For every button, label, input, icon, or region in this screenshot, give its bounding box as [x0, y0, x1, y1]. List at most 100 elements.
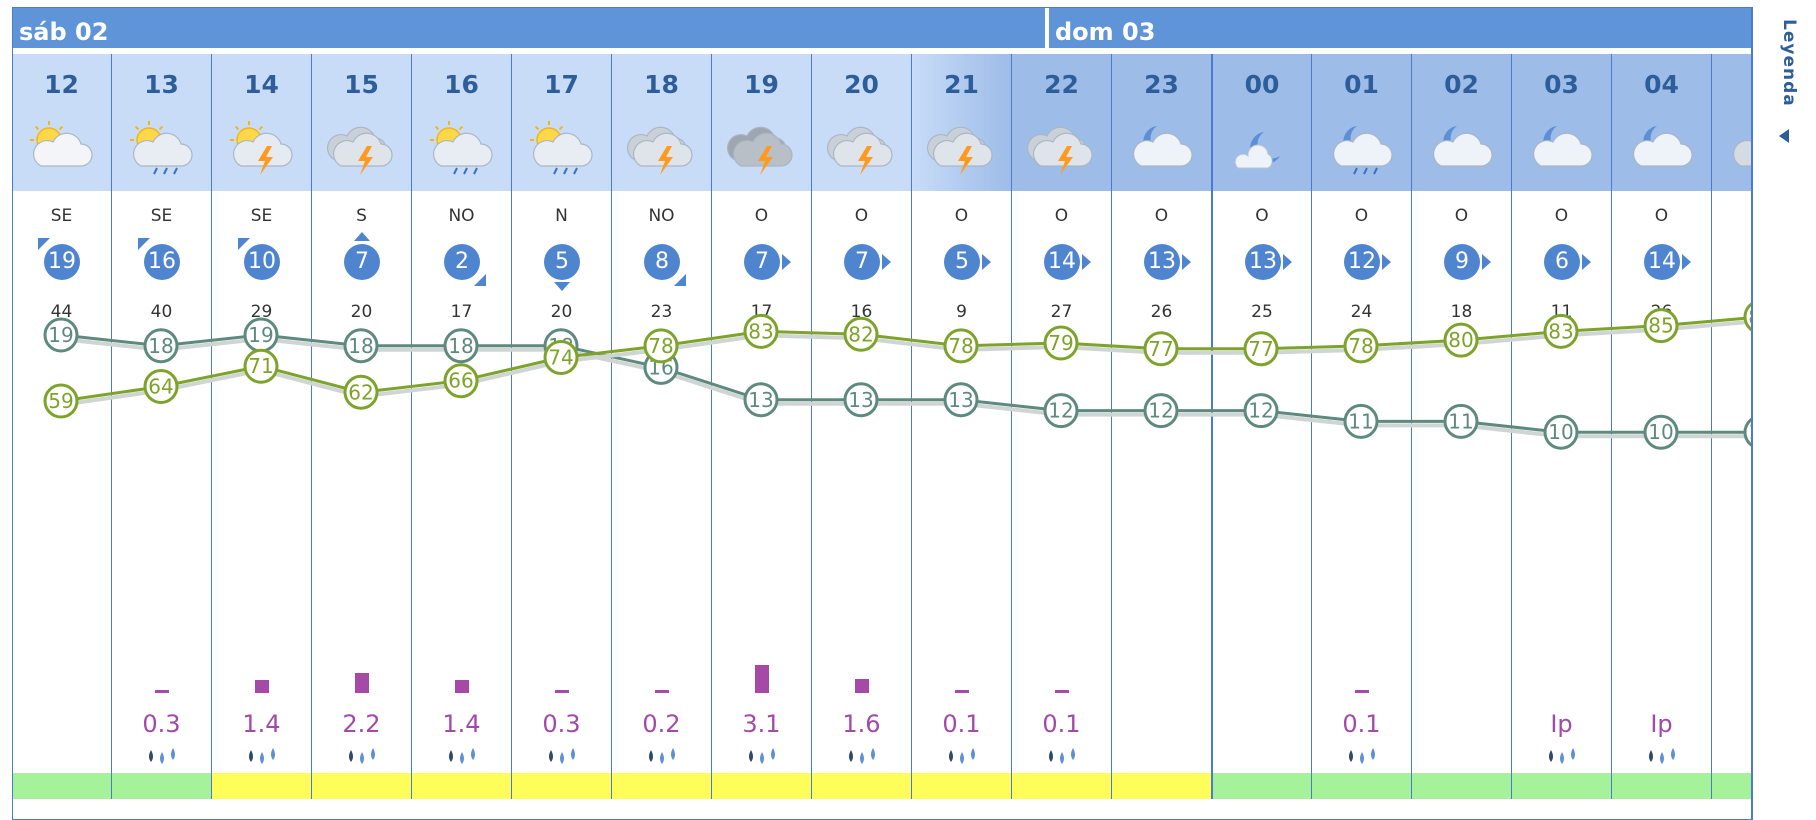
- wind-speed-badge: 5: [544, 244, 580, 291]
- hour-column[interactable]: 17 N 5 20 0.3: [511, 54, 611, 799]
- precip-value: Ip: [1650, 710, 1673, 738]
- wind-gust: 23: [650, 302, 673, 322]
- wind-speed: 10: [244, 244, 280, 280]
- precip-bar: [1055, 690, 1069, 693]
- wind-speed-badge: 19: [38, 238, 80, 280]
- hour-label: 22: [1044, 70, 1079, 99]
- risk-strip: [13, 773, 111, 799]
- hour-column[interactable]: 19 O 7 17 3.1: [711, 54, 811, 799]
- risk-strip: [1312, 773, 1411, 799]
- risk-strip: [412, 773, 511, 799]
- precip-value: 1.4: [242, 710, 281, 738]
- sky-cell: [1512, 54, 1611, 191]
- legend-label[interactable]: Leyenda: [1779, 19, 1799, 107]
- wind-direction-arrow: [782, 254, 791, 270]
- sky-cell: [1112, 54, 1211, 191]
- risk-strip: [1213, 773, 1311, 799]
- wind-gust: 44: [50, 302, 73, 322]
- hour-label: 18: [644, 70, 679, 99]
- hour-label: 21: [944, 70, 979, 99]
- precip-value: 1.4: [442, 710, 481, 738]
- wind-speed-badge: 9: [1444, 244, 1491, 280]
- wind-speed: 12: [1344, 244, 1380, 280]
- wind-direction-arrow: [1482, 254, 1491, 270]
- risk-strip: [912, 773, 1011, 799]
- risk-strip: [612, 773, 711, 799]
- hour-column[interactable]: 03 O 6 11 Ip: [1511, 54, 1611, 799]
- wind-speed-badge: 2: [444, 244, 486, 286]
- legend-expand-icon[interactable]: [1779, 129, 1789, 143]
- wind-direction: SE: [150, 206, 173, 226]
- precip-value: 2.2: [342, 710, 381, 738]
- wind-speed: 5: [544, 244, 580, 280]
- rain-drops-icon: [412, 746, 511, 770]
- rain-drops-icon: [812, 746, 911, 770]
- risk-strip: [1412, 773, 1511, 799]
- wind-speed-badge: 16: [138, 238, 180, 280]
- hour-column[interactable]: 16 NO 2 17 1.4: [411, 54, 511, 799]
- risk-strip: [1112, 773, 1211, 799]
- wind-gust: 9: [956, 302, 967, 322]
- wind-gust: 20: [350, 302, 373, 322]
- wind-gust: 18: [1450, 302, 1473, 322]
- wind-direction: O: [854, 206, 869, 226]
- hour-label: 23: [1144, 70, 1179, 99]
- wind-speed: 13: [1245, 244, 1281, 280]
- hour-column[interactable]: 20 O 7 16 1.6: [811, 54, 911, 799]
- wind-speed: 14: [1644, 244, 1680, 280]
- hour-column[interactable]: 14 SE 10 29 1.4: [211, 54, 311, 799]
- hour-label: 15: [344, 70, 379, 99]
- hour-column[interactable]: 12 SE 19 44: [13, 54, 111, 799]
- moon-cloud-rain-icon: [1327, 116, 1397, 178]
- hour-label: 12: [44, 70, 79, 99]
- precip-value: Ip: [1550, 710, 1573, 738]
- sky-cell: [912, 54, 1011, 191]
- precip-value: 0.1: [1342, 710, 1381, 738]
- sun-cloud-icon: [27, 116, 97, 178]
- wind-direction-arrow: [1582, 254, 1591, 270]
- hour-column[interactable]: 15 S 7 20 2.2: [311, 54, 411, 799]
- wind-direction: O: [1255, 206, 1269, 226]
- wind-gust: 24: [1350, 302, 1373, 322]
- hour-label: 04: [1644, 70, 1679, 99]
- precip-value: 1.6: [842, 710, 881, 738]
- hour-column[interactable]: 22 O 14 27 0.1: [1011, 54, 1111, 799]
- hour-column[interactable]: 04 O 14 26 Ip: [1611, 54, 1711, 799]
- cloud-storm-icon: [926, 116, 997, 178]
- hour-column[interactable]: 0: [1711, 54, 1751, 799]
- hour-column[interactable]: 00 O 13 25: [1211, 54, 1311, 799]
- wind-gust: 16: [850, 302, 873, 322]
- hour-label: 17: [544, 70, 579, 99]
- hour-column[interactable]: 18 NO 8 23 0.2: [611, 54, 711, 799]
- sun-cloud-rain-icon: [527, 116, 597, 178]
- rain-drops-icon: [1512, 746, 1611, 770]
- wind-direction-arrow: [674, 274, 686, 286]
- precip-value: 0.3: [542, 710, 581, 738]
- wind-speed: 7: [344, 244, 380, 280]
- risk-strip: [312, 773, 411, 799]
- precip-bar: [455, 680, 469, 693]
- hour-column[interactable]: 21 O 5 9 0.1: [911, 54, 1011, 799]
- wind-direction-arrow: [1082, 254, 1091, 270]
- rain-drops-icon: [1612, 746, 1711, 770]
- wind-gust: 20: [550, 302, 573, 322]
- sun-cloud-rain-icon: [127, 116, 197, 178]
- sky-cell: [612, 54, 711, 191]
- wind-speed: 8: [644, 244, 680, 280]
- sky-cell: [312, 54, 411, 191]
- hour-label: 0: [1712, 70, 1751, 99]
- sky-cell: [1412, 54, 1511, 191]
- legend-tab[interactable]: Leyenda: [1752, 7, 1816, 820]
- hour-column[interactable]: 13 SE 16 40 0.3: [111, 54, 211, 799]
- cloud-storm-icon: [626, 116, 697, 178]
- forecast-panel: sáb 02 dom 03 12 SE 19 44 13 SE 16 40 0.3 14 SE 10 29…: [12, 7, 1752, 820]
- hour-column[interactable]: 02 O 9 18: [1411, 54, 1511, 799]
- precip-bar: [555, 690, 569, 693]
- wind-speed: 5: [944, 244, 980, 280]
- moon-cloud-icon: [1527, 116, 1597, 178]
- hour-label: 01: [1344, 70, 1379, 99]
- hour-column[interactable]: 01 O 12 24 0.1: [1311, 54, 1411, 799]
- hour-column[interactable]: 23 O 13 26: [1111, 54, 1211, 799]
- sky-cell: [412, 54, 511, 191]
- wind-speed-badge: 7: [744, 244, 791, 280]
